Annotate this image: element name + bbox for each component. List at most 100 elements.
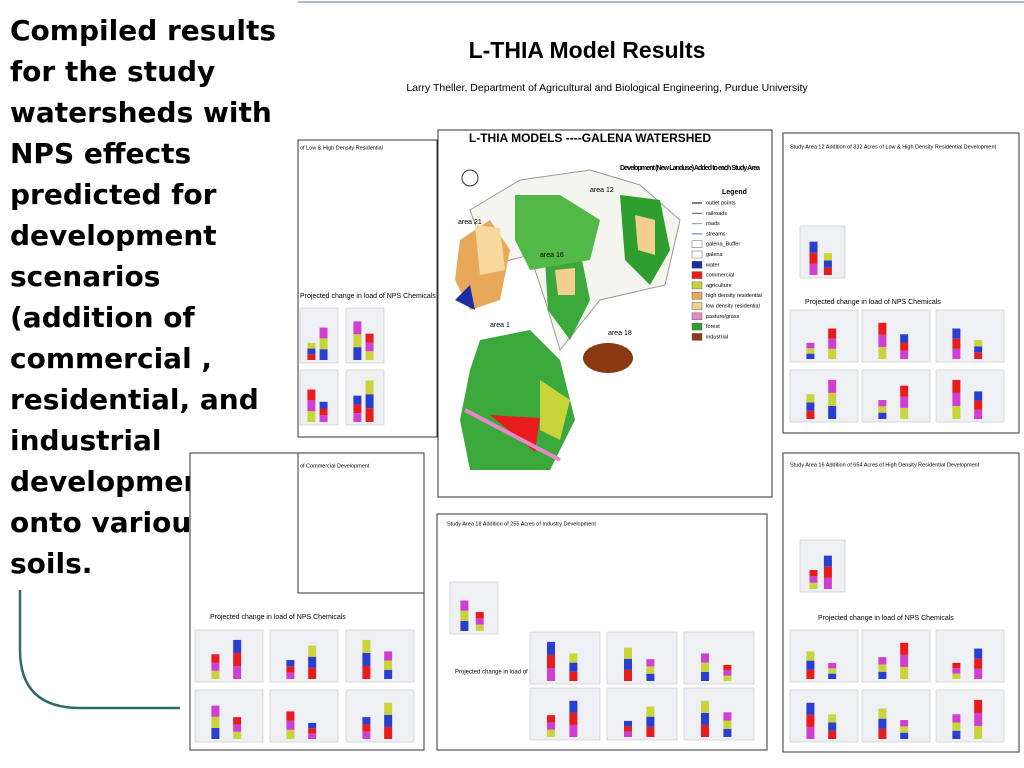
mini-bar bbox=[806, 726, 815, 739]
mini-bar bbox=[900, 407, 909, 419]
mini-bar bbox=[974, 725, 983, 739]
mini-chart-bg bbox=[299, 369, 339, 426]
poster-subtitle: Larry Theller, Department of Agricultura… bbox=[406, 82, 808, 94]
mini-bar bbox=[353, 321, 362, 335]
mini-bar bbox=[952, 662, 961, 669]
panel-heading: of Commercial Development bbox=[300, 463, 370, 469]
mini-bar bbox=[319, 327, 328, 339]
mini-bar bbox=[547, 654, 555, 668]
mini-bar bbox=[900, 385, 909, 397]
mini-bar bbox=[547, 667, 555, 681]
mini-bar bbox=[624, 658, 632, 670]
mini-bar bbox=[624, 731, 632, 737]
mini-bar bbox=[365, 394, 374, 409]
mini-bar bbox=[384, 669, 393, 679]
mini-bar bbox=[569, 653, 578, 663]
mini-bar bbox=[646, 726, 655, 737]
mini-bar bbox=[723, 664, 732, 671]
map-caption: Development (New Landuse) Added to each … bbox=[620, 165, 760, 172]
mini-chart-bg bbox=[606, 687, 678, 741]
mini-bar bbox=[286, 711, 295, 721]
mini-bar bbox=[646, 666, 655, 674]
mini-bar bbox=[952, 348, 961, 359]
mini-bar bbox=[362, 717, 371, 725]
panel-heading: Study Area 18 Addition of 255 Acres of I… bbox=[447, 521, 596, 527]
mini-bar bbox=[475, 618, 484, 625]
map-title: L-THIA MODELS ----GALENA WATERSHED bbox=[469, 131, 712, 145]
mini-bar bbox=[828, 668, 837, 674]
mini-bar bbox=[806, 669, 815, 679]
mini-bar bbox=[806, 651, 815, 661]
mini-bar bbox=[701, 653, 709, 663]
legend-label: streams bbox=[706, 231, 726, 237]
mini-bar bbox=[384, 660, 393, 670]
mini-bar bbox=[878, 671, 887, 679]
mini-bar bbox=[878, 657, 887, 665]
mini-bar bbox=[569, 700, 578, 713]
mini-bar bbox=[365, 351, 374, 360]
mini-bar bbox=[211, 727, 220, 739]
mini-bar bbox=[974, 340, 983, 347]
mini-bar bbox=[806, 348, 815, 354]
mini-chart-bg bbox=[789, 689, 859, 743]
mini-chart-bg bbox=[861, 689, 931, 743]
mini-bar bbox=[828, 662, 837, 669]
mini-chart-bg bbox=[683, 687, 755, 741]
mini-bar bbox=[878, 718, 887, 729]
mini-chart-bg bbox=[861, 629, 931, 683]
mini-chart-bg bbox=[529, 631, 601, 685]
legend-label: high density residential bbox=[706, 293, 762, 299]
mini-bar bbox=[365, 342, 374, 352]
mini-bar bbox=[362, 665, 371, 679]
mini-chart-bg bbox=[345, 629, 415, 683]
mini-bar bbox=[806, 410, 815, 419]
legend-label: roads bbox=[706, 221, 720, 227]
panel-heading: Study Area 16 Addition of 654 Acres of H… bbox=[790, 462, 980, 468]
legend-label: water bbox=[705, 262, 720, 268]
mini-bar bbox=[353, 334, 362, 348]
area-label: area 18 bbox=[608, 330, 632, 337]
mini-bar bbox=[974, 352, 983, 359]
mini-bar bbox=[353, 404, 362, 414]
mini-bar bbox=[569, 712, 578, 725]
legend-title: Legend bbox=[722, 189, 747, 196]
mini-bar bbox=[723, 670, 732, 676]
mini-chart-bg bbox=[935, 309, 1005, 363]
mini-bar bbox=[900, 654, 909, 667]
mini-bar bbox=[211, 654, 220, 663]
mini-bar bbox=[307, 342, 316, 349]
mini-bar bbox=[900, 334, 909, 343]
mini-bar bbox=[809, 576, 818, 583]
mini-bar bbox=[952, 722, 961, 731]
legend-label: industrial bbox=[706, 334, 728, 340]
mini-chart-bg bbox=[683, 631, 755, 685]
mini-bar bbox=[878, 334, 887, 347]
mini-bar bbox=[900, 642, 909, 655]
mini-bar bbox=[308, 645, 317, 657]
mini-bar bbox=[286, 660, 295, 667]
mini-chart-bg bbox=[789, 309, 859, 363]
mini-bar bbox=[809, 582, 818, 589]
mini-bar bbox=[828, 714, 837, 723]
mini-bar bbox=[307, 348, 316, 355]
mini-bar bbox=[460, 600, 469, 611]
mini-bar bbox=[211, 670, 220, 679]
mini-chart-bg bbox=[449, 581, 499, 635]
mini-bar bbox=[646, 673, 655, 681]
mini-bar bbox=[233, 665, 242, 679]
mini-bar bbox=[308, 728, 317, 734]
mini-bar bbox=[569, 662, 578, 672]
mini-bar bbox=[624, 647, 632, 659]
mini-bar bbox=[624, 720, 632, 727]
legend-label: pasture/grass bbox=[706, 314, 740, 320]
mini-chart-bg bbox=[606, 631, 678, 685]
area-label: area 12 bbox=[590, 187, 614, 194]
mini-chart-bg bbox=[861, 369, 931, 423]
mini-bar bbox=[384, 651, 393, 661]
mini-bar bbox=[547, 729, 555, 737]
mini-bar bbox=[353, 395, 362, 405]
mini-bar bbox=[806, 402, 815, 411]
mini-bar bbox=[952, 338, 961, 349]
